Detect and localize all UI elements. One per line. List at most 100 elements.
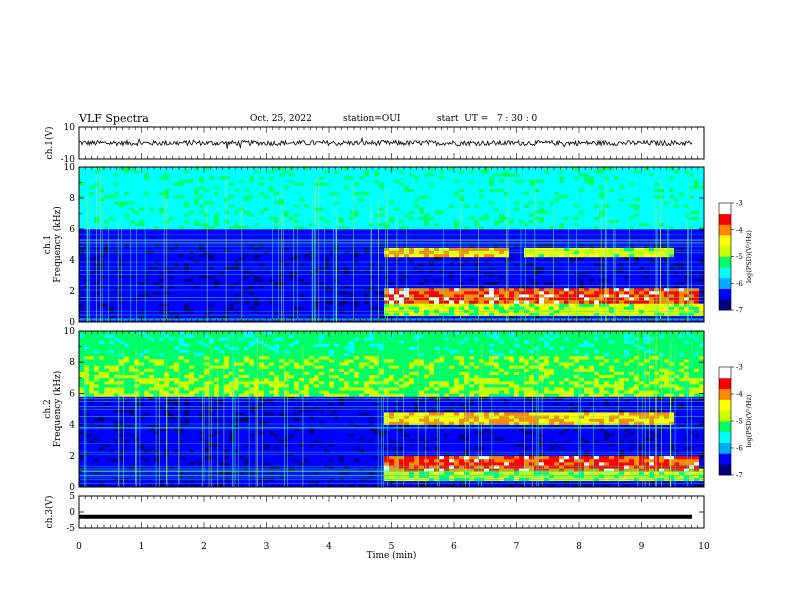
spectrogram-cell [644,213,650,217]
spectrogram-cell [229,229,235,233]
spectrogram-cell [124,318,130,323]
spectrogram-cell [604,297,610,301]
spectrogram-cell [329,309,335,313]
spectrogram-cell [534,297,540,301]
spectrogram-cell [419,235,425,239]
spectrogram-cell [354,247,360,251]
spectrogram-cell [584,275,590,279]
spectrogram-cell [429,275,435,279]
spectrogram-cell [274,263,280,267]
spectrogram-cell [619,315,625,320]
spectrogram-cell [84,198,90,202]
spectrogram-cell [214,256,220,261]
spectrogram-cell [344,269,350,273]
spectrogram-cell [649,266,655,270]
spectrogram-cell [154,241,160,245]
spectrogram-cell [619,222,625,227]
spectrogram-cell [304,250,310,255]
spectrogram-cell [629,229,635,233]
spectrogram-cell [199,284,205,289]
spectrogram-cell [679,287,685,292]
spectrogram-cell [199,287,205,292]
spectrogram-cell [549,256,555,261]
spectrogram-cell [454,241,460,245]
spectrogram-cell [694,210,700,214]
spectrogram-cell [264,266,270,270]
spectrogram-cell [694,315,700,320]
spectrogram-cell [294,253,300,258]
spectrogram-cell [179,315,185,320]
spectrogram-cell [439,315,445,320]
spectrogram-cell [644,297,650,301]
spectrogram-cell [129,281,135,286]
spectrogram-cell [249,269,255,273]
spectrogram-cell [89,222,95,227]
spectrogram-cell [179,294,185,298]
spectrogram-cell [189,210,195,214]
spectrogram-cell [634,222,640,227]
spectrogram-cell [579,210,585,214]
spectrogram-cell [294,269,300,273]
spectrogram-cell [449,263,455,267]
spectrogram-cell [529,253,535,258]
spectrogram-cell [444,309,450,313]
spectrogram-cell [514,287,520,292]
spectrogram-cell [129,210,135,214]
spectrogram-cell [254,198,260,202]
spectrogram-cell [279,303,285,307]
spectrogram-cell [444,315,450,320]
spectrogram-cell [464,263,470,267]
spectrogram-cell [244,229,250,233]
spectrogram-cell [559,229,565,233]
spectrogram-cell [229,241,235,245]
spectrogram-cell [634,306,640,310]
spectrogram-cell [534,300,540,304]
spectrogram-cell [184,318,190,323]
spectrogram-cell [684,284,690,289]
spectrogram-cell [449,235,455,239]
spectrogram-cell [249,291,255,295]
spectrogram-cell [144,272,150,276]
spectrogram-cell [309,213,315,217]
spectrogram-cell [484,222,490,227]
spectrogram-cell [629,300,635,304]
spectrogram-cell [409,272,415,276]
spectrogram-cell [124,315,130,320]
spectrogram-cell [499,244,505,248]
spectrogram-cell [184,281,190,286]
spectrogram-cell [89,269,95,273]
spectrogram-cell [409,278,415,282]
spectrogram-cell [129,225,135,230]
spectrogram-cell [89,287,95,292]
spectrogram-cell [244,256,250,261]
spectrogram-cell [534,318,540,323]
spectrogram-cell [149,266,155,270]
spectrogram-cell [224,241,230,245]
spectrogram-cell [499,284,505,289]
spectrogram-cell [179,269,185,273]
spectrogram-cell [394,213,400,217]
spectrogram-cell [144,250,150,255]
spectrogram-cell [234,309,240,313]
spectrogram-cell [429,291,435,295]
spectrogram-cell [579,294,585,298]
spectrogram-cell [614,256,620,261]
spectrogram-cell [429,294,435,298]
spectrogram-cell [229,312,235,317]
spectrogram-cell [169,253,175,258]
figure-title: VLF Spectra [79,112,149,125]
spectrogram-cell [659,297,665,301]
spectrogram-cell [319,222,325,227]
spectrogram-cell [219,272,225,276]
spectrogram-cell [324,312,330,317]
spectrogram-cell [84,287,90,292]
spectrogram-cell [184,300,190,304]
spectrogram-cell [634,312,640,317]
spectrogram-cell [329,198,335,202]
spectrogram-cell [229,232,235,236]
spectrogram-cell [129,269,135,273]
spectrogram-cell [214,204,220,208]
spectrogram-cell [639,303,645,307]
spectrogram-cell [424,297,430,301]
spectrogram-cell [669,263,675,267]
